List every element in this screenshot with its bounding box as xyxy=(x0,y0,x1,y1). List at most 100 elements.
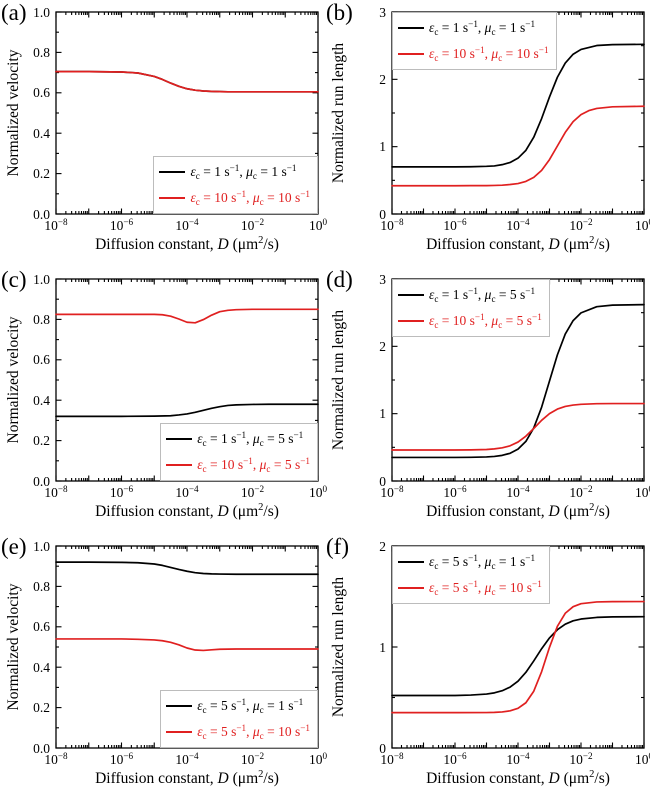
label-run: −2 xyxy=(582,483,593,494)
legend-line-sample xyxy=(159,171,186,173)
label-run: c xyxy=(259,437,264,448)
label-run: −1 xyxy=(236,188,247,199)
label-run: μ xyxy=(491,46,499,61)
label-run: −4 xyxy=(188,216,199,227)
y-tick-label: 0 xyxy=(379,473,386,489)
x-tick-label: 10−2 xyxy=(225,751,281,767)
legend-line-sample xyxy=(398,320,424,322)
label-run: = 1 s xyxy=(495,20,526,35)
legend: εc = 1 s−1, μc = 5 s−1 εc = 10 s−1, μc = … xyxy=(392,279,550,337)
legend-label: εc = 1 s−1, μc = 1 s−1 xyxy=(429,19,535,37)
label-run: , xyxy=(239,164,247,179)
y-tick-label: 0 xyxy=(379,206,386,222)
y-axis-label: Normalized velocity xyxy=(5,49,22,177)
label-run: Diffusion constant, xyxy=(426,503,549,520)
label-run: c xyxy=(202,437,207,448)
label-run: = 5 s xyxy=(438,554,469,569)
label-run: D xyxy=(548,236,560,253)
label-run: = 10 s xyxy=(438,46,475,61)
x-tick-label: 10−4 xyxy=(490,484,546,500)
y-tick-label: 0.2 xyxy=(33,700,50,716)
label-run: = 5 s xyxy=(206,724,237,739)
legend-label: εc = 5 s−1, μc = 1 s−1 xyxy=(429,552,535,571)
label-run: μ xyxy=(484,580,492,595)
label-run: μ xyxy=(252,190,260,205)
x-tick-label: 10−6 xyxy=(94,217,150,233)
label-run: 10 xyxy=(506,485,520,500)
y-tick-label: 0.8 xyxy=(33,311,50,327)
label-run: c xyxy=(195,170,200,181)
label-run: c xyxy=(434,319,439,330)
label-run: ε xyxy=(429,554,435,569)
label-run: c xyxy=(202,463,207,474)
label-run: = 5 s xyxy=(502,313,533,328)
legend-entry: εc = 1 s−1, μc = 1 s−1 xyxy=(159,159,310,185)
label-run: c xyxy=(202,704,207,715)
label-run: 10 xyxy=(380,752,394,767)
y-axis-label: Normalized run length xyxy=(330,309,347,451)
label-run: c xyxy=(259,730,264,741)
label-run: −8 xyxy=(57,216,68,227)
label-run: Diffusion constant, xyxy=(426,236,549,253)
label-run: 10 xyxy=(634,218,649,233)
label-run: 10 xyxy=(44,752,58,767)
x-tick-label: 10−6 xyxy=(427,483,483,500)
label-run: 10 xyxy=(109,218,124,233)
label-run: 10 xyxy=(44,485,58,500)
label-run: −2 xyxy=(582,216,593,227)
label-run: ε xyxy=(429,20,435,35)
x-tick-label: 100 xyxy=(616,751,650,767)
series-line-red xyxy=(55,70,319,93)
label-run: −4 xyxy=(188,483,199,494)
label-run: 10 xyxy=(175,752,189,767)
label-run: 10 xyxy=(443,485,457,500)
label-run: Diffusion constant, xyxy=(95,236,218,253)
label-run: −6 xyxy=(456,216,467,227)
x-axis-label: Diffusion constant, D (μm2/s) xyxy=(392,769,644,788)
label-run: 10 xyxy=(443,752,457,767)
label-run: μ xyxy=(246,164,253,179)
legend-entry: εc = 1 s−1, μc = 1 s−1 xyxy=(398,15,549,41)
label-run: −1 xyxy=(525,285,536,296)
label-run: μ xyxy=(252,698,260,713)
legend-entry: εc = 5 s−1, μc = 10 s−1 xyxy=(398,575,542,601)
label-run: −1 xyxy=(468,552,478,563)
label-run: −2 xyxy=(582,750,593,761)
label-run: = 5 s xyxy=(495,287,526,302)
label-run: 0 xyxy=(322,216,328,227)
label-run: 10 xyxy=(506,218,520,233)
label-run: ε xyxy=(190,190,196,205)
legend-line-sample xyxy=(166,438,193,440)
label-run: (μm xyxy=(228,503,259,520)
legend-label: εc = 5 s−1, μc = 10 s−1 xyxy=(197,723,310,741)
x-tick-label: 10−4 xyxy=(159,483,215,500)
label-run: −1 xyxy=(300,455,310,466)
y-tick-label: 2 xyxy=(379,338,386,354)
label-run: c xyxy=(434,52,439,63)
label-run: = 10 s xyxy=(263,190,301,205)
label-run: c xyxy=(498,319,503,330)
y-tick-label: 0 xyxy=(379,740,386,756)
label-run: −6 xyxy=(456,483,467,494)
panel-label: (e) xyxy=(1,534,27,559)
x-tick-label: 10−6 xyxy=(427,751,483,767)
y-tick-label: 0.6 xyxy=(33,352,50,368)
label-run: = 1 s xyxy=(199,164,230,179)
y-tick-label: 1 xyxy=(379,639,386,655)
x-axis-label: Diffusion constant, D (μm2/s) xyxy=(56,769,318,788)
chart-panel-d: (d) Normalized run length 0 1 2 3 10−8 10−6 10−4… xyxy=(325,267,650,533)
label-run: 10 xyxy=(308,485,323,500)
panel-label: (a) xyxy=(1,0,27,25)
y-tick-label: 1.0 xyxy=(33,538,50,554)
x-tick-label: 10−8 xyxy=(364,216,420,233)
label-run: ε xyxy=(197,724,203,739)
label-run: −8 xyxy=(393,216,404,227)
legend-line-sample xyxy=(398,53,424,55)
label-run: 10 xyxy=(569,485,583,500)
label-run: , xyxy=(484,46,492,61)
label-run: /s) xyxy=(263,503,279,520)
label-run: = 5 s xyxy=(270,457,301,472)
label-run: −6 xyxy=(123,750,134,761)
y-tick-label: 2 xyxy=(379,538,386,554)
chart-panel-b: (b) Normalized run length 0 1 2 3 10−8 10−6 10−4… xyxy=(325,0,650,266)
